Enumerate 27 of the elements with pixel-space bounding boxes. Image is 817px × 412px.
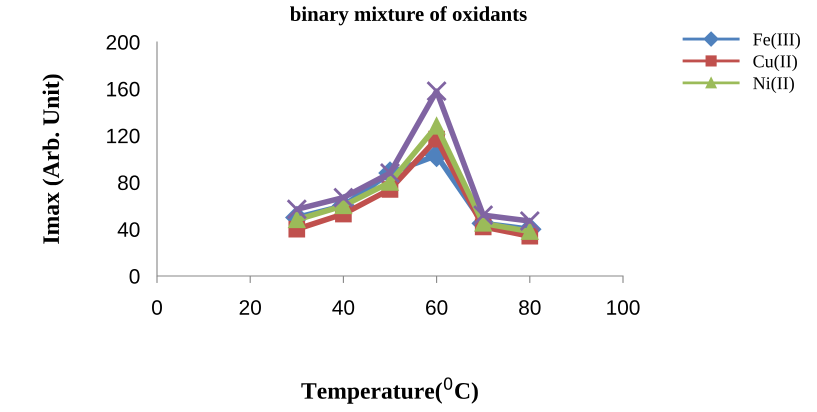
x-tick-label: 20	[240, 300, 261, 315]
chart-title: binary mixture of oxidants	[290, 6, 527, 26]
legend-label: Cu(II)	[753, 54, 797, 72]
legend-label: Ni(II)	[753, 76, 794, 94]
y-axis-title: Imax (Arb. Unit)	[42, 74, 64, 244]
y-tick-label: 200	[106, 35, 140, 50]
x-axis-title: Temperature($^{0}$C)	[301, 377, 478, 404]
point	[428, 118, 445, 135]
point	[332, 187, 354, 208]
x-tick-label: 80	[519, 300, 541, 315]
x-tick-label: 0	[152, 300, 162, 315]
x-tick-label: 40	[332, 300, 354, 315]
x-tick-label: 60	[426, 300, 448, 315]
point	[288, 212, 306, 228]
y-tick-label: 80	[118, 175, 140, 190]
point	[382, 174, 398, 191]
legend-label: Fe(III)	[753, 32, 800, 50]
point	[286, 198, 308, 220]
point	[472, 204, 494, 226]
x-tick-label: 100	[607, 300, 640, 315]
point	[426, 80, 448, 102]
y-tick-label: 0	[130, 269, 140, 284]
y-tick-label: 160	[107, 82, 140, 97]
y-tick-label: 40	[118, 222, 140, 237]
y-tick-label: 120	[107, 128, 140, 144]
point	[519, 210, 540, 232]
point	[521, 223, 538, 240]
